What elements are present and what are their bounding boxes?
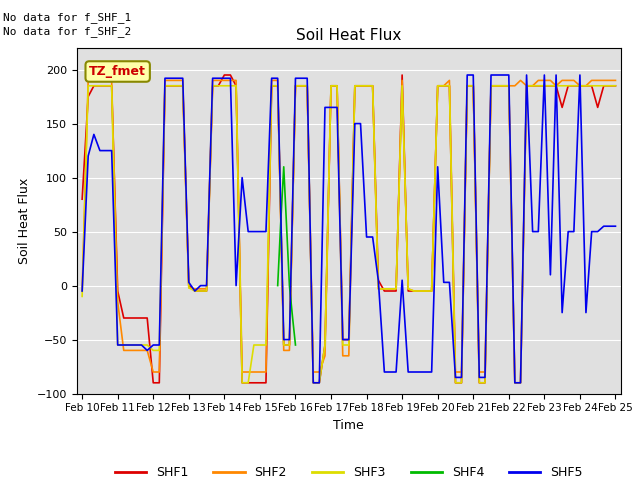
SHF1 bbox=[612, 83, 620, 89]
SHF2 bbox=[156, 369, 163, 375]
SHF3 bbox=[605, 83, 613, 89]
SHF3 bbox=[78, 293, 86, 300]
SHF5 bbox=[463, 72, 471, 78]
SHF1 bbox=[398, 72, 406, 78]
SHF5 bbox=[214, 75, 222, 81]
SHF5 bbox=[143, 348, 151, 353]
SHF4 bbox=[276, 223, 284, 229]
SHF5 bbox=[203, 283, 211, 288]
SHF1 bbox=[78, 196, 86, 202]
SHF2 bbox=[78, 288, 86, 294]
SHF5 bbox=[605, 223, 613, 229]
SHF3 bbox=[398, 83, 406, 89]
Text: TZ_fmet: TZ_fmet bbox=[89, 65, 146, 78]
X-axis label: Time: Time bbox=[333, 419, 364, 432]
SHF2 bbox=[541, 78, 548, 84]
SHF3 bbox=[149, 348, 157, 353]
SHF4 bbox=[283, 223, 291, 229]
SHF3 bbox=[541, 83, 548, 89]
SHF5 bbox=[612, 223, 620, 229]
Legend: SHF1, SHF2, SHF3, SHF4, SHF5: SHF1, SHF2, SHF3, SHF4, SHF5 bbox=[109, 461, 588, 480]
SHF1 bbox=[149, 380, 157, 386]
Line: SHF1: SHF1 bbox=[82, 75, 616, 383]
SHF2 bbox=[84, 78, 92, 84]
SHF2 bbox=[612, 78, 620, 84]
Line: SHF3: SHF3 bbox=[82, 86, 616, 383]
SHF5 bbox=[541, 72, 548, 78]
SHF1 bbox=[541, 83, 548, 89]
SHF2 bbox=[227, 78, 234, 84]
Text: No data for f_SHF_1: No data for f_SHF_1 bbox=[3, 12, 131, 23]
SHF1 bbox=[221, 72, 228, 78]
Text: No data for f_SHF_2: No data for f_SHF_2 bbox=[3, 26, 131, 37]
SHF2 bbox=[605, 78, 613, 84]
SHF3 bbox=[84, 83, 92, 89]
Line: SHF5: SHF5 bbox=[82, 75, 616, 383]
SHF1 bbox=[209, 83, 216, 89]
SHF1 bbox=[605, 83, 613, 89]
SHF4 bbox=[285, 283, 293, 288]
SHF4 bbox=[280, 164, 287, 170]
SHF3 bbox=[209, 83, 216, 89]
SHF3 bbox=[238, 380, 246, 386]
SHF5 bbox=[392, 369, 400, 375]
SHF5 bbox=[78, 288, 86, 294]
Title: Soil Heat Flux: Soil Heat Flux bbox=[296, 28, 401, 43]
SHF4 bbox=[274, 283, 282, 288]
Line: SHF4: SHF4 bbox=[278, 167, 296, 345]
SHF4 bbox=[289, 315, 296, 321]
SHF3 bbox=[221, 83, 228, 89]
SHF5 bbox=[309, 380, 317, 386]
Y-axis label: Soil Heat Flux: Soil Heat Flux bbox=[18, 178, 31, 264]
SHF1 bbox=[143, 315, 151, 321]
SHF4 bbox=[292, 342, 300, 348]
SHF3 bbox=[612, 83, 620, 89]
SHF1 bbox=[227, 72, 234, 78]
Line: SHF2: SHF2 bbox=[82, 81, 616, 372]
SHF2 bbox=[398, 78, 406, 84]
SHF2 bbox=[149, 369, 157, 375]
SHF2 bbox=[214, 78, 222, 84]
